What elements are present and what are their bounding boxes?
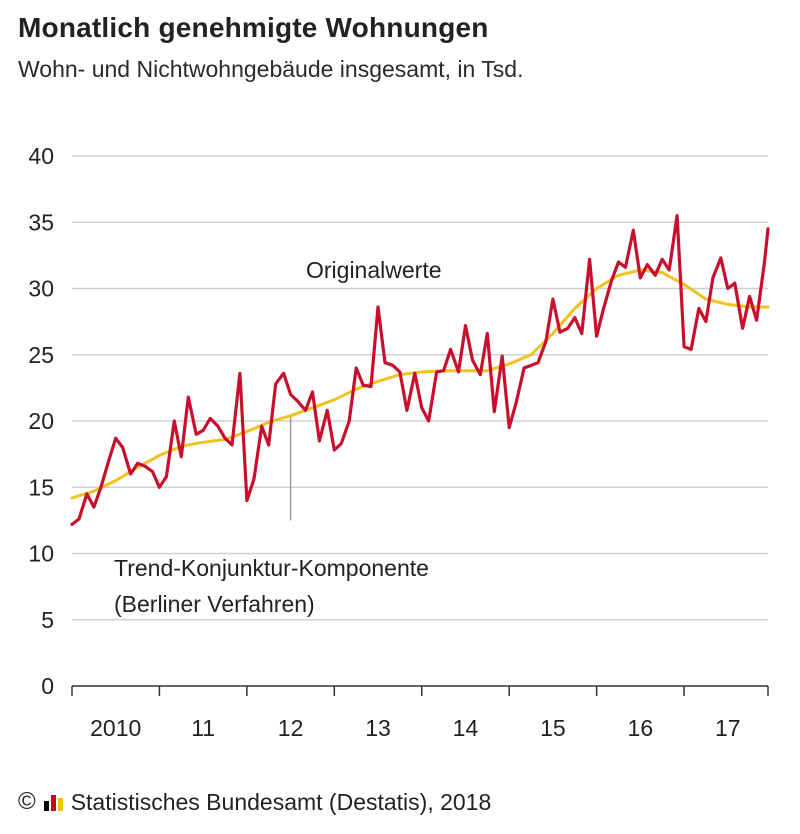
x-tick-label: 14 bbox=[453, 715, 479, 741]
copyright-symbol: © bbox=[18, 788, 36, 815]
x-tick-label: 2010 bbox=[90, 715, 141, 741]
annotation-trend: Trend-Konjunktur-Komponente bbox=[114, 555, 429, 581]
source-text: Statistisches Bundesamt (Destatis), 2018 bbox=[70, 788, 492, 815]
plot-area bbox=[70, 214, 770, 526]
annotation-trend-method: (Berliner Verfahren) bbox=[114, 591, 315, 617]
y-tick-label: 20 bbox=[28, 408, 54, 434]
x-tick-label: 16 bbox=[628, 715, 654, 741]
y-axis: 0 5 10 15 20 25 30 35 40 bbox=[28, 143, 54, 699]
y-tick-label: 5 bbox=[41, 607, 54, 633]
line-chart: 0 5 10 15 20 25 30 35 40 2010 11 12 13 14 15 16 17 Orig… bbox=[28, 143, 770, 741]
gridlines bbox=[72, 155, 768, 621]
x-tick-label: 17 bbox=[715, 715, 741, 741]
series-line-trend bbox=[70, 268, 770, 500]
x-axis: 2010 11 12 13 14 15 16 17 bbox=[71, 685, 769, 741]
y-tick-label: 0 bbox=[41, 673, 54, 699]
y-tick-label: 15 bbox=[28, 474, 54, 500]
x-tick-label: 11 bbox=[191, 715, 215, 741]
x-tick-label: 15 bbox=[540, 715, 566, 741]
x-tick-label: 13 bbox=[365, 715, 391, 741]
logo-bar-black bbox=[43, 801, 49, 811]
destatis-logo-icon bbox=[43, 793, 63, 811]
annotations: Originalwerte Trend-Konjunktur-Komponente… bbox=[114, 257, 442, 617]
y-tick-label: 40 bbox=[28, 143, 54, 169]
source-footer: © Statistisches Bundesamt (Destatis), 20… bbox=[18, 788, 491, 816]
y-tick-label: 25 bbox=[28, 342, 54, 368]
x-tick-label: 12 bbox=[278, 715, 304, 741]
y-tick-label: 10 bbox=[28, 541, 54, 567]
y-tick-label: 30 bbox=[28, 276, 54, 302]
logo-bar-yellow bbox=[57, 798, 63, 811]
y-tick-label: 35 bbox=[28, 209, 54, 235]
annotation-originalwerte: Originalwerte bbox=[306, 257, 442, 283]
logo-bar-red bbox=[50, 795, 56, 811]
series-line-originalwerte bbox=[70, 214, 770, 526]
chart-subtitle: Wohn- und Nichtwohngebäude insgesamt, in… bbox=[18, 56, 524, 82]
chart-title: Monatlich genehmigte Wohnungen bbox=[18, 12, 489, 43]
